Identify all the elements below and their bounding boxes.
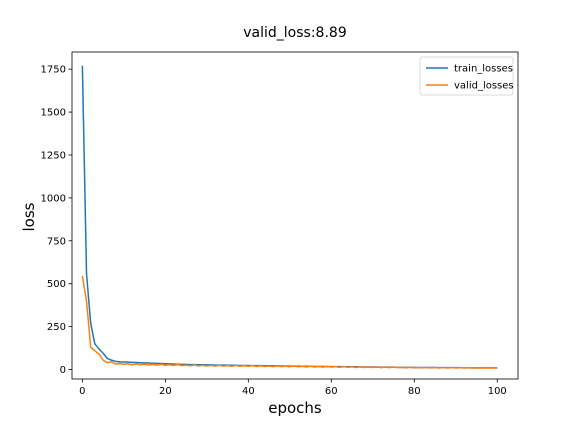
legend-label-valid_losses: valid_losses <box>454 81 514 92</box>
x-tick-label: 0 <box>79 386 85 397</box>
x-tick-label: 20 <box>159 386 172 397</box>
y-tick-label: 500 <box>47 279 66 290</box>
y-tick-label: 1750 <box>41 65 66 76</box>
y-tick-label: 1250 <box>41 150 66 161</box>
y-tick-label: 0 <box>60 365 66 376</box>
legend: train_losses valid_losses <box>419 56 514 96</box>
x-axis-label: epochs <box>268 399 322 417</box>
series-line-train_losses <box>81 65 498 369</box>
series-line-valid_losses <box>81 275 498 369</box>
y-axis-label: loss <box>20 202 38 231</box>
x-tick-label: 100 <box>488 386 507 397</box>
y-tick-label: 750 <box>47 236 66 247</box>
y-tick-label: 1500 <box>41 108 66 119</box>
legend-label-train_losses: train_losses <box>454 64 513 75</box>
x-tick-label: 60 <box>325 386 338 397</box>
y-tick-label: 250 <box>47 322 66 333</box>
y-tick-label: 1000 <box>41 193 66 204</box>
x-tick-label: 40 <box>242 386 255 397</box>
x-tick-label: 80 <box>408 386 421 397</box>
chart-title: valid_loss:8.89 <box>243 25 346 41</box>
plot-frame <box>71 51 519 380</box>
